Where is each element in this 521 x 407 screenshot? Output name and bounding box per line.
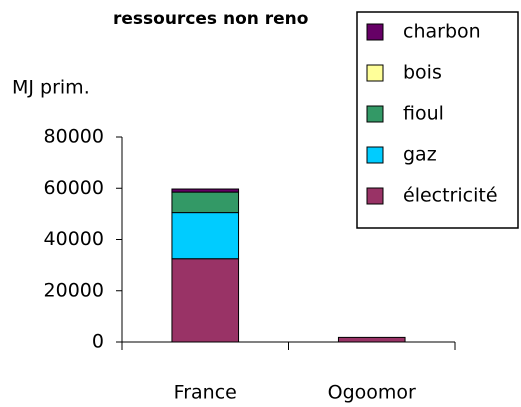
bar-segment [171, 258, 240, 343]
legend-label: électricité [403, 185, 498, 207]
bar-segment [337, 336, 406, 343]
legend-swatch [366, 23, 384, 41]
legend-label: charbon [403, 21, 481, 43]
legend-label: bois [403, 62, 442, 84]
x-tick-label: Ogoomor [328, 382, 416, 404]
y-tick-label: 60000 [44, 177, 104, 199]
bar-segment [171, 188, 240, 193]
bar-segment [171, 212, 240, 260]
legend-swatch [366, 64, 384, 82]
legend-box [356, 11, 519, 229]
legend-swatch [366, 105, 384, 123]
legend-label: fioul [403, 103, 444, 125]
y-tick-label: 40000 [44, 228, 104, 250]
y-tick-label: 20000 [44, 279, 104, 301]
y-tick-label: 0 [92, 331, 104, 353]
legend-swatch [366, 187, 384, 205]
legend-label: gaz [403, 144, 437, 166]
y-axis-label: MJ prim. [12, 77, 90, 99]
bar-segment [171, 191, 240, 214]
legend-swatch [366, 146, 384, 164]
x-tick-label: France [174, 382, 237, 404]
y-tick-label: 80000 [44, 126, 104, 148]
chart-title: ressources non reno [113, 9, 308, 29]
